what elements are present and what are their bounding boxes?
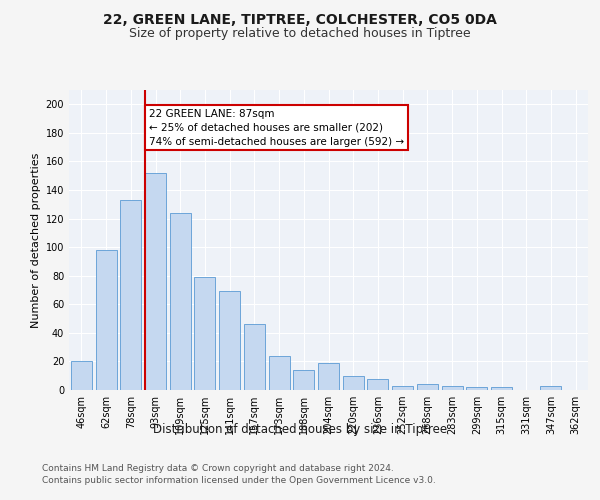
Text: Distribution of detached houses by size in Tiptree: Distribution of detached houses by size … <box>153 422 447 436</box>
Bar <box>293 370 314 390</box>
Text: 22, GREEN LANE, TIPTREE, COLCHESTER, CO5 0DA: 22, GREEN LANE, TIPTREE, COLCHESTER, CO5… <box>103 12 497 26</box>
Bar <box>95 250 116 390</box>
Bar <box>120 200 141 390</box>
Bar <box>442 386 463 390</box>
Bar <box>194 277 215 390</box>
Bar <box>170 213 191 390</box>
Bar <box>71 362 92 390</box>
Bar <box>219 292 240 390</box>
Text: Size of property relative to detached houses in Tiptree: Size of property relative to detached ho… <box>129 28 471 40</box>
Text: Contains public sector information licensed under the Open Government Licence v3: Contains public sector information licen… <box>42 476 436 485</box>
Bar <box>145 173 166 390</box>
Bar <box>269 356 290 390</box>
Bar <box>491 387 512 390</box>
Bar <box>318 363 339 390</box>
Bar <box>541 386 562 390</box>
Y-axis label: Number of detached properties: Number of detached properties <box>31 152 41 328</box>
Bar <box>367 378 388 390</box>
Text: Contains HM Land Registry data © Crown copyright and database right 2024.: Contains HM Land Registry data © Crown c… <box>42 464 394 473</box>
Bar <box>392 386 413 390</box>
Bar <box>417 384 438 390</box>
Bar <box>466 387 487 390</box>
Bar <box>343 376 364 390</box>
Bar <box>244 324 265 390</box>
Text: 22 GREEN LANE: 87sqm
← 25% of detached houses are smaller (202)
74% of semi-deta: 22 GREEN LANE: 87sqm ← 25% of detached h… <box>149 108 404 146</box>
